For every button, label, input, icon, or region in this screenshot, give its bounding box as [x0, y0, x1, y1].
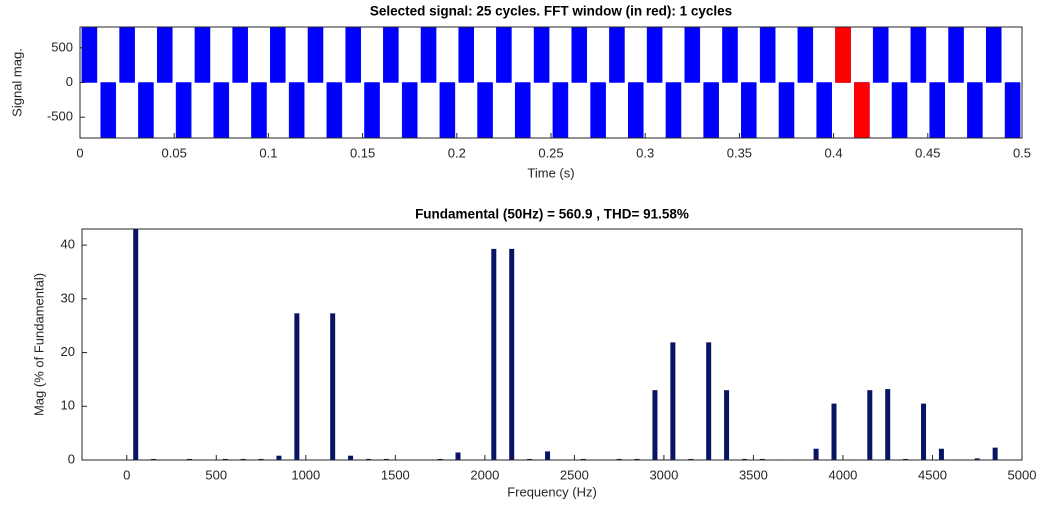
- plot-area: [133, 229, 998, 460]
- x-tick-label: 0.35: [727, 145, 752, 160]
- bar: [724, 390, 730, 460]
- x-tick-label: 0.25: [538, 145, 563, 160]
- x-tick-label: 0: [123, 467, 130, 482]
- x-tick-label: 4500: [918, 467, 947, 482]
- x-tick-label: 3000: [649, 467, 678, 482]
- bar: [867, 390, 873, 460]
- bar: [688, 458, 694, 460]
- bar: [706, 342, 712, 460]
- y-tick-label: 30: [61, 290, 75, 305]
- x-tick-label: 5000: [1008, 467, 1037, 482]
- bar: [992, 447, 998, 460]
- axes-box: [81, 228, 1023, 461]
- bar: [151, 458, 157, 460]
- y-tick-label: 0: [68, 451, 75, 466]
- x-tick-label: 0.1: [259, 145, 277, 160]
- bar: [741, 458, 747, 460]
- bar: [652, 390, 658, 460]
- bar: [365, 458, 371, 460]
- bar: [383, 458, 389, 460]
- bar: [634, 458, 640, 460]
- y-axis-label: Mag (% of Fundamental): [31, 273, 46, 416]
- y-tick-label: 0: [66, 74, 73, 89]
- x-tick-label: 1500: [381, 467, 410, 482]
- y-tick-label: 40: [61, 237, 75, 252]
- x-tick-label: 1000: [291, 467, 320, 482]
- bar: [921, 403, 927, 460]
- bar: [133, 229, 139, 460]
- bar: [276, 455, 282, 460]
- bar: [616, 458, 622, 460]
- bar: [938, 448, 944, 460]
- bar: [670, 342, 676, 460]
- bar: [240, 458, 246, 460]
- x-tick-label: 0.3: [636, 145, 654, 160]
- bar: [831, 403, 837, 460]
- x-tick-label: 0.15: [350, 145, 375, 160]
- x-tick-label: 4000: [828, 467, 857, 482]
- chart-title: Selected signal: 25 cycles. FFT window (…: [370, 4, 732, 19]
- signal-area: [835, 27, 870, 138]
- bar: [759, 458, 765, 460]
- bar: [294, 313, 300, 460]
- y-tick-label: 10: [61, 398, 75, 413]
- x-tick-label: 2500: [560, 467, 589, 482]
- y-axis-label: Signal mag.: [9, 48, 24, 117]
- bar: [455, 452, 461, 460]
- bar: [509, 248, 515, 460]
- x-tick-label: 0.45: [915, 145, 940, 160]
- plot-area: [81, 27, 1021, 138]
- bar: [186, 458, 192, 460]
- x-tick-label: 2000: [470, 467, 499, 482]
- bar: [885, 389, 891, 460]
- bar: [580, 458, 586, 460]
- signal-area: [81, 27, 1021, 138]
- x-axis-label: Frequency (Hz): [507, 484, 597, 499]
- bar: [437, 458, 443, 460]
- bar: [348, 455, 354, 460]
- y-tick-label: -500: [47, 109, 73, 124]
- chart-title: Fundamental (50Hz) = 560.9 , THD= 91.58%: [415, 207, 689, 222]
- x-tick-label: 0.05: [162, 145, 187, 160]
- x-tick-label: 0.5: [1013, 145, 1031, 160]
- bar: [545, 451, 551, 460]
- y-tick-label: 500: [51, 39, 73, 54]
- x-tick-label: 0.2: [448, 145, 466, 160]
- bar: [813, 448, 819, 460]
- x-tick-label: 3500: [739, 467, 768, 482]
- x-tick-label: 0: [76, 145, 83, 160]
- bar: [330, 313, 336, 460]
- bar: [903, 458, 909, 460]
- x-tick-label: 0.4: [825, 145, 843, 160]
- bar: [527, 458, 533, 460]
- bar: [974, 458, 980, 460]
- bar: [491, 248, 497, 460]
- x-axis-label: Time (s): [527, 165, 574, 180]
- bar: [222, 458, 228, 460]
- y-tick-label: 20: [61, 344, 75, 359]
- x-tick-label: 500: [205, 467, 227, 482]
- bar: [258, 458, 264, 460]
